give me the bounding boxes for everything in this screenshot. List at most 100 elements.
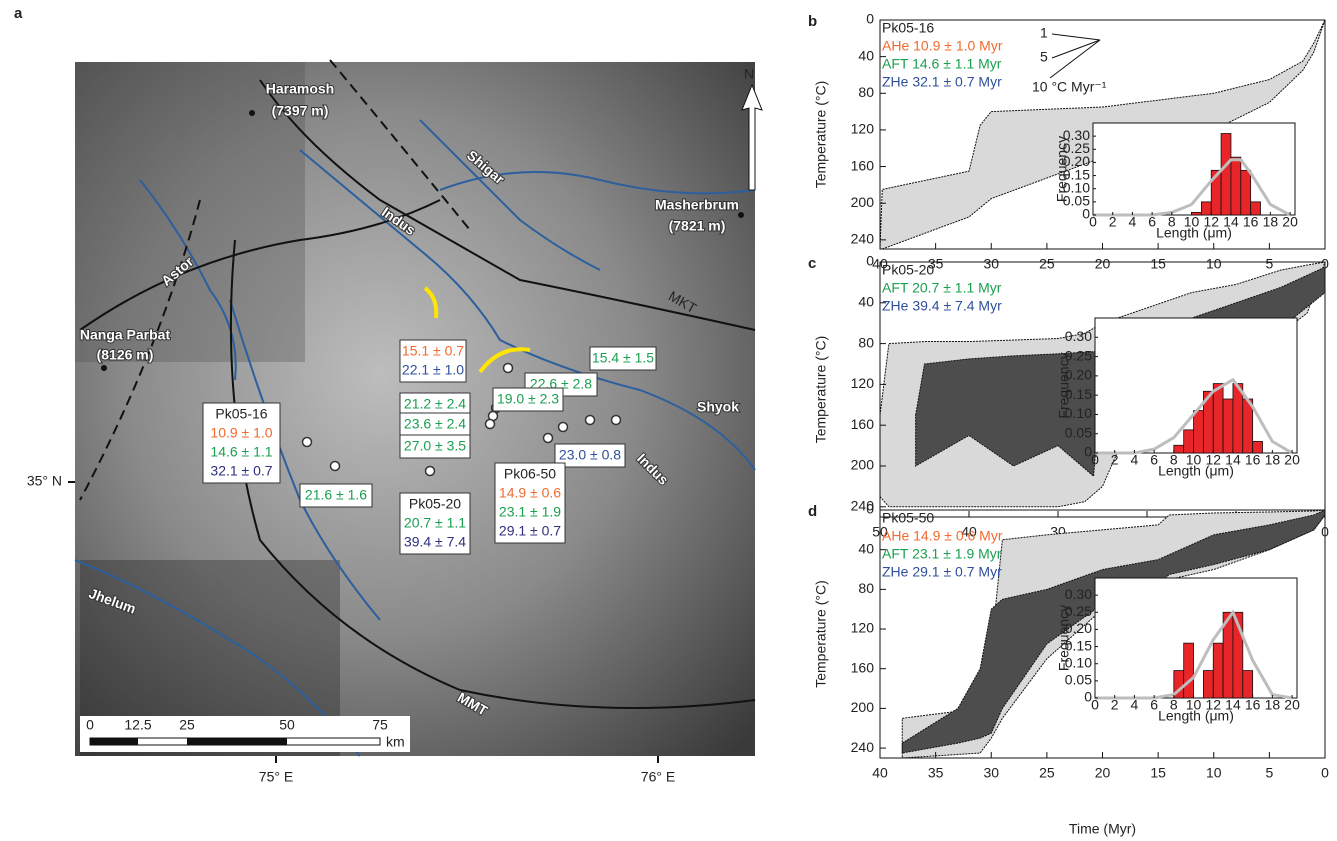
rate-label: 1 [1040, 25, 1048, 41]
sample-info: Pk05-16 [882, 20, 934, 36]
peak-dot [738, 212, 744, 218]
inset-y-tick-label: 0.30 [1065, 586, 1092, 602]
place-name: Masherbrum [655, 197, 739, 213]
inset-x-tick-label: 0 [1089, 214, 1097, 230]
inset-x-tick-label: 18 [1265, 697, 1281, 713]
inset-x-tick-label: 16 [1245, 697, 1261, 713]
inset-x-tick-label: 6 [1148, 214, 1156, 230]
inset-x-tick-label: 18 [1263, 214, 1279, 230]
page: {"map": {"panel_label": "a", "places": [… [0, 0, 1337, 841]
scale-seg [187, 738, 287, 745]
hist-bar [1213, 643, 1223, 698]
inset-x-label: Length (μm) [1156, 225, 1232, 241]
sample-dot [486, 420, 495, 429]
age-text: 32.1 ± 0.7 [210, 463, 272, 479]
age-label: Pk05-1610.9 ± 1.014.6 ± 1.132.1 ± 0.7 [203, 403, 280, 483]
y-tick-label: 160 [851, 659, 875, 675]
inset-x-tick-label: 20 [1284, 697, 1300, 713]
place-name: Nanga Parbat [80, 327, 171, 343]
y-tick-label: 120 [851, 620, 875, 636]
y-tick-label: 240 [851, 231, 875, 247]
age-text: 14.9 ± 0.6 [499, 485, 561, 501]
age-text: 15.4 ± 1.5 [592, 350, 654, 366]
inset-x-tick-label: 20 [1282, 214, 1298, 230]
panel-label: c [808, 255, 816, 272]
panel-label: b [808, 13, 817, 30]
x-tick-label: 5 [1265, 765, 1273, 781]
sample-info: ZHe 32.1 ± 0.7 Myr [882, 74, 1002, 90]
inset-x-tick-label: 2 [1111, 452, 1119, 468]
y-tick-label: 200 [851, 457, 875, 473]
north-label: N [744, 66, 754, 82]
hist-bar [1231, 157, 1241, 215]
x-tick-label: 10 [1206, 765, 1222, 781]
x-tick-label: 35 [928, 765, 944, 781]
inset-y-label: Frequency [1056, 352, 1072, 418]
panel-label: d [808, 503, 817, 520]
x-tick-label: 25 [1039, 256, 1055, 272]
inset-y-label: Frequency [1054, 136, 1070, 202]
hist-bar [1241, 170, 1251, 215]
y-tick-label: 40 [858, 47, 874, 63]
age-text: Pk05-16 [215, 406, 267, 422]
hist-bar [1223, 399, 1233, 453]
sample-dot [586, 416, 595, 425]
sample-info: AHe 14.9 ± 0.6 Myr [882, 528, 1003, 544]
age-text: Pk06-50 [504, 466, 556, 482]
inset-x-tick-label: 18 [1265, 452, 1281, 468]
y-tick-label: 40 [858, 294, 874, 310]
age-text: 23.6 ± 2.4 [404, 416, 466, 432]
inset-y-tick-label: 0.30 [1065, 328, 1092, 344]
scale-label: 50 [279, 717, 295, 733]
age-text: 29.1 ± 0.7 [499, 523, 561, 539]
y-tick-label: 0 [866, 501, 874, 517]
inset-x-tick-label: 16 [1245, 452, 1261, 468]
sample-dot [559, 423, 568, 432]
y-tick-label: 0 [866, 11, 874, 27]
x-tick-label: 10 [1206, 256, 1222, 272]
y-tick-label: 200 [851, 194, 875, 210]
panel-label: a [14, 5, 23, 22]
x-tick-label: 20 [1095, 256, 1111, 272]
y-tick-label: 80 [858, 580, 874, 596]
sample-info: Pk05-20 [882, 262, 934, 278]
inset-y-tick-label: 0.05 [1065, 672, 1092, 688]
hist-bar [1213, 384, 1223, 453]
lat-label: 35° N [27, 473, 62, 489]
inset-x-tick-label: 6 [1150, 697, 1158, 713]
sample-dot [331, 462, 340, 471]
map-shade [75, 62, 305, 362]
rate-label: 10 °C Myr⁻¹ [1032, 79, 1107, 95]
lon-label: 76° E [641, 769, 675, 785]
rate-line [1052, 34, 1100, 40]
x-tick-label: 30 [983, 256, 999, 272]
inset-x-tick-label: 0 [1091, 452, 1099, 468]
inset-x-tick-label: 16 [1243, 214, 1259, 230]
age-text: 10.9 ± 1.0 [210, 425, 272, 441]
sample-info: ZHe 29.1 ± 0.7 Myr [882, 564, 1002, 580]
sample-dot [426, 467, 435, 476]
y-axis-label: Temperature (°C) [813, 336, 829, 444]
inset-x-tick-label: 0 [1091, 697, 1099, 713]
rate-line [1052, 40, 1100, 58]
y-tick-label: 240 [851, 739, 875, 755]
hist-bar [1184, 643, 1194, 698]
scale-unit: km [386, 734, 405, 750]
place-elev: (8126 m) [97, 347, 154, 363]
peak-dot [249, 110, 255, 116]
hist-bar [1243, 671, 1253, 698]
place-elev: (7397 m) [272, 103, 329, 119]
sample-dot [504, 364, 513, 373]
age-text: Pk05-20 [409, 496, 461, 512]
y-tick-label: 160 [851, 416, 875, 432]
sample-info: AHe 10.9 ± 1.0 Myr [882, 38, 1003, 54]
age-text: 27.0 ± 3.5 [404, 438, 466, 454]
hist-bar [1203, 671, 1213, 698]
sample-info: AFT 23.1 ± 1.9 Myr [882, 546, 1002, 562]
age-label: Pk06-5014.9 ± 0.623.1 ± 1.929.1 ± 0.7 [495, 463, 565, 543]
sample-dot [544, 434, 553, 443]
x-tick-label: 20 [1095, 765, 1111, 781]
peak-dot [101, 365, 107, 371]
y-tick-label: 40 [858, 540, 874, 556]
x-tick-label: 0 [1321, 765, 1329, 781]
